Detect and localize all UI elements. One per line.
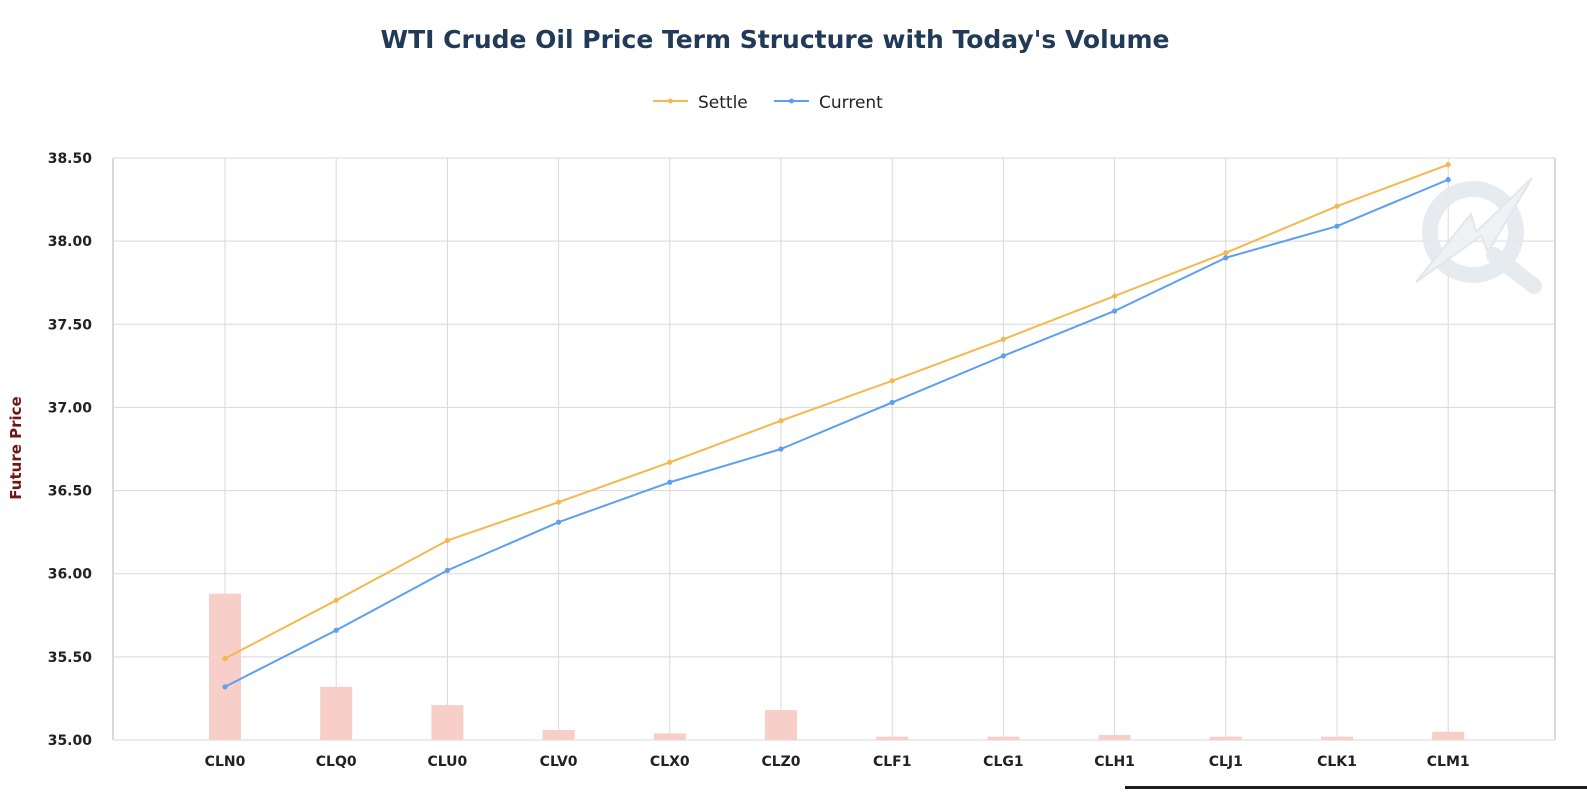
watermark-logo: [1415, 177, 1542, 294]
current-data-point[interactable]: [1223, 255, 1229, 261]
watermark-circle: [1422, 181, 1524, 283]
settle-data-point[interactable]: [778, 418, 784, 424]
x-axis-labels: CLN0 CLQ0 CLU0 CLV0 CLX0 CLZ0 CLF1 CLG1 CLH1 CLJ1…: [205, 754, 1470, 770]
current-data-point[interactable]: [1445, 177, 1451, 183]
x-tick-label: CLF1: [873, 754, 912, 770]
y-tick-label: 38.00: [48, 234, 93, 250]
y-tick-label: 36.50: [48, 484, 93, 500]
y-tick-label: 35.50: [48, 650, 93, 666]
volume-bar: [987, 736, 1020, 740]
settle-data-point[interactable]: [444, 537, 450, 544]
y-tick-label: 36.00: [48, 567, 93, 583]
settle-data-point[interactable]: [1112, 293, 1118, 299]
current-data-point[interactable]: [333, 627, 339, 633]
x-tick-label: CLZ0: [761, 754, 800, 770]
x-tick-label: CLX0: [650, 754, 690, 770]
legend-settle-marker: [668, 98, 673, 104]
y-tick-label: 37.00: [48, 400, 93, 416]
x-tick-label: CLV0: [540, 754, 578, 770]
x-tick-label: CLM1: [1427, 754, 1470, 770]
current-data-point[interactable]: [667, 479, 673, 485]
settle-data-point[interactable]: [1223, 250, 1229, 256]
legend-current-marker: [789, 98, 794, 104]
volume-bar: [1432, 731, 1465, 740]
grid-lines: [113, 157, 1555, 741]
x-tick-label: CLN0: [205, 754, 246, 770]
volume-bar: [1321, 736, 1353, 740]
volume-bar: [542, 730, 575, 740]
settle-data-point[interactable]: [889, 378, 895, 384]
current-data-point[interactable]: [222, 684, 228, 690]
volume-bars: [209, 593, 1465, 740]
y-axis-title: Future Price: [7, 396, 25, 499]
legend-item-current[interactable]: Current: [774, 93, 883, 113]
x-tick-label: CLQ0: [316, 754, 357, 770]
legend-settle-label: Settle: [698, 93, 748, 113]
volume-bar: [876, 736, 909, 740]
current-data-point[interactable]: [556, 519, 562, 525]
watermark-bolt: [1415, 177, 1533, 283]
y-tick-label: 37.50: [48, 317, 93, 333]
volume-bar: [1209, 736, 1242, 740]
settle-data-point[interactable]: [1000, 336, 1007, 342]
current-data-point[interactable]: [1112, 308, 1118, 314]
current-data-point[interactable]: [1334, 223, 1340, 229]
volume-bar: [320, 686, 353, 740]
y-axis-labels: 35.00 35.50 36.00 36.50 37.00 37.50 38.00 38.50: [48, 151, 93, 749]
chart-title: WTI Crude Oil Price Term Structure with …: [381, 25, 1170, 54]
current-data-point[interactable]: [1000, 353, 1007, 359]
settle-data-point[interactable]: [1445, 162, 1451, 168]
settle-data-point[interactable]: [556, 499, 562, 505]
price-series: [222, 162, 1451, 690]
current-data-point[interactable]: [778, 446, 784, 452]
x-tick-label: CLJ1: [1209, 754, 1243, 770]
volume-bar: [653, 733, 686, 740]
volume-bar: [1098, 735, 1131, 740]
x-tick-label: CLK1: [1317, 754, 1357, 770]
x-tick-label: CLH1: [1094, 754, 1135, 770]
volume-bar: [209, 593, 241, 740]
bottom-scroll-bar: [1125, 786, 1587, 798]
x-tick-label: CLU0: [427, 754, 467, 770]
legend-item-settle[interactable]: Settle: [653, 93, 748, 113]
settle-data-point[interactable]: [333, 597, 339, 603]
current-data-point[interactable]: [889, 399, 895, 406]
current-data-point[interactable]: [444, 567, 450, 573]
volume-bar: [431, 705, 464, 740]
y-tick-label: 38.50: [48, 151, 93, 167]
settle-series-line: [224, 163, 1450, 660]
settle-data-point[interactable]: [222, 655, 228, 662]
settle-data-point[interactable]: [667, 459, 673, 465]
legend-current-label: Current: [819, 93, 883, 113]
legend[interactable]: Settle Current: [653, 93, 883, 113]
current-series-line: [224, 178, 1450, 688]
watermark-tail: [1486, 247, 1542, 294]
settle-data-point[interactable]: [1334, 203, 1340, 209]
x-tick-label: CLG1: [983, 754, 1023, 770]
volume-bar: [765, 710, 797, 740]
y-tick-label: 35.00: [48, 733, 93, 749]
plot-frame: [112, 157, 1556, 741]
